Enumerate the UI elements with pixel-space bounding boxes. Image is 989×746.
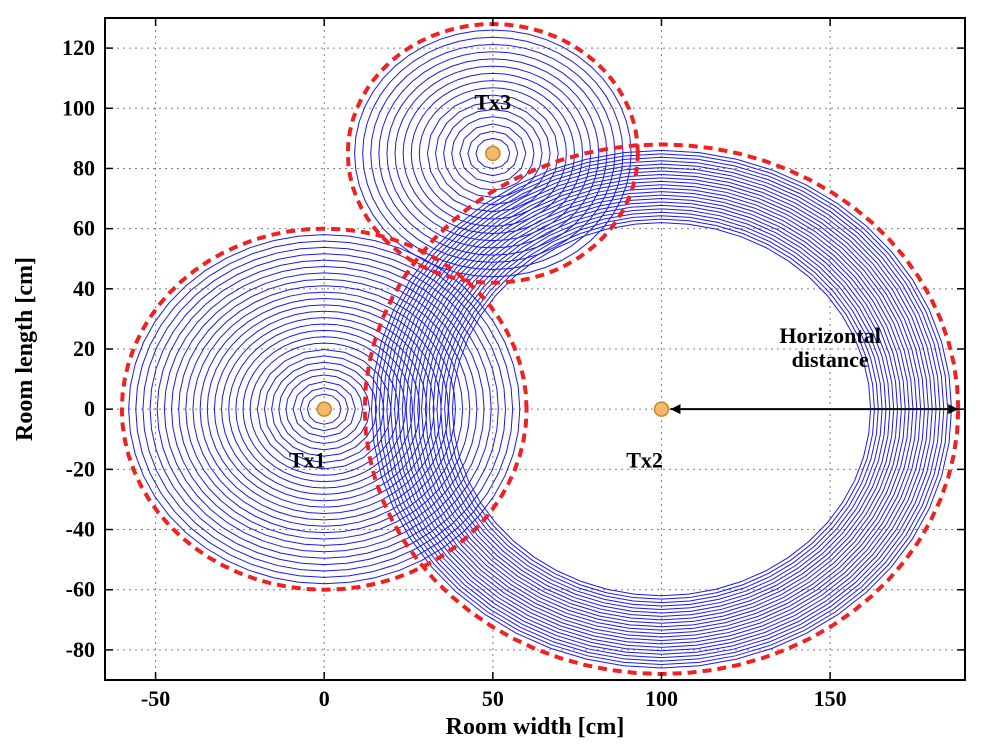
x-tick-label: 100: [645, 686, 678, 711]
y-tick-label: -40: [66, 517, 95, 542]
y-tick-label: 60: [73, 216, 95, 241]
tx-marker-tx1: [317, 402, 331, 416]
y-tick-label: 100: [62, 95, 95, 120]
x-tick-label: 50: [482, 686, 504, 711]
tx-label-tx1: Tx1: [289, 447, 326, 472]
y-tick-label: -60: [66, 577, 95, 602]
horizontal-distance-label: Horizontal: [779, 323, 880, 348]
y-tick-label: -80: [66, 637, 95, 662]
y-axis-label: Room length [cm]: [12, 257, 38, 441]
tx-label-tx2: Tx2: [626, 447, 663, 472]
horizontal-distance-label: distance: [792, 347, 869, 372]
x-axis-label: Room width [cm]: [446, 714, 625, 740]
tx-marker-tx3: [486, 146, 500, 160]
y-tick-label: 80: [73, 155, 95, 180]
y-tick-label: 0: [84, 396, 95, 421]
tx-label-tx3: Tx3: [474, 89, 511, 114]
tx-marker-tx2: [654, 402, 668, 416]
x-tick-label: -50: [141, 686, 170, 711]
y-tick-label: -20: [66, 456, 95, 481]
y-tick-label: 120: [62, 35, 95, 60]
y-tick-label: 20: [73, 336, 95, 361]
plot-svg: -50 0 50 100 150 -80 -60 -40 -20 0 20 40 60 80 100 120 R…: [0, 0, 989, 746]
y-tick-label: 40: [73, 276, 95, 301]
x-tick-label: 0: [319, 686, 330, 711]
x-tick-label: 150: [814, 686, 847, 711]
